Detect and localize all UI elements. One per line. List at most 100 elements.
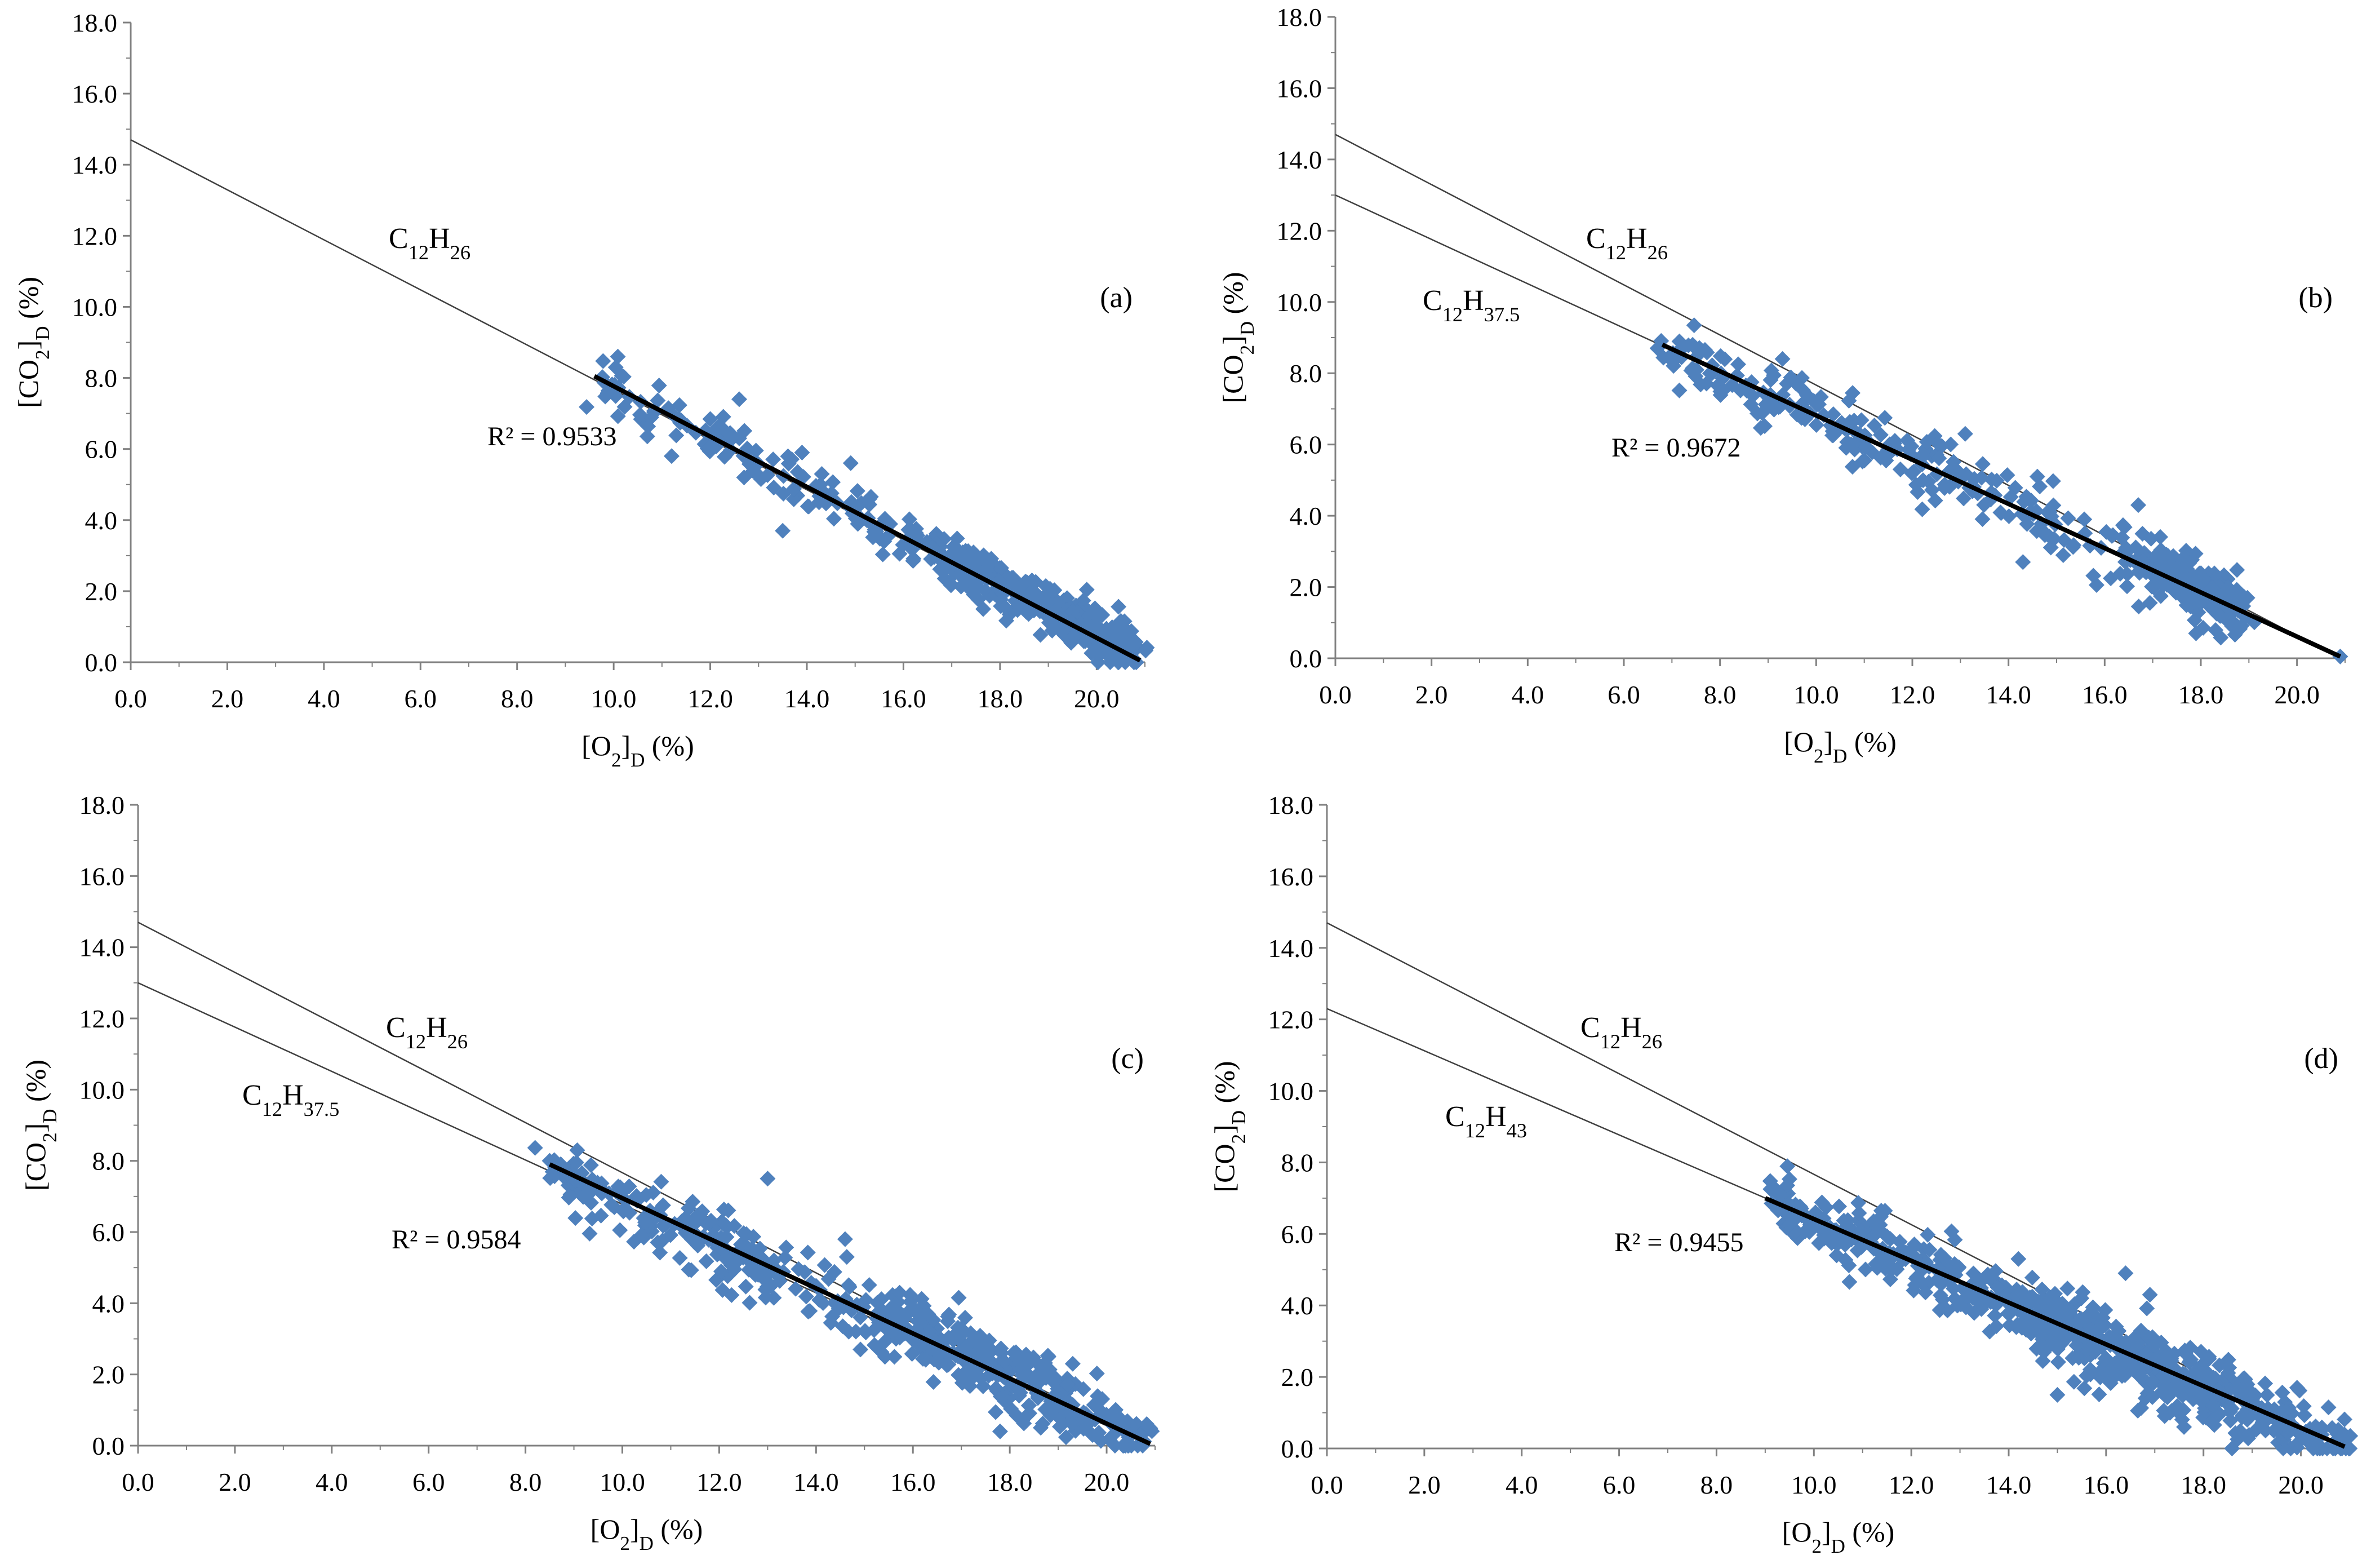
panel-label: (d) <box>2304 1043 2338 1075</box>
scatter-point <box>1056 627 1073 644</box>
scatter-point <box>2108 1318 2124 1335</box>
scatter-point <box>1064 1416 1081 1433</box>
y-tick-label: 0.0 <box>1290 644 1322 673</box>
scatter-point <box>2144 1389 2161 1405</box>
scatter-point <box>1139 1416 1155 1432</box>
scatter-point <box>2221 612 2237 628</box>
x-tick-label: 12.0 <box>1889 1470 1934 1499</box>
scatter-point <box>2075 1284 2091 1300</box>
scatter-point <box>1730 356 1747 373</box>
x-tick-label: 20.0 <box>1074 684 1120 713</box>
scatter-point <box>811 1292 828 1308</box>
scatter-point <box>800 1304 816 1320</box>
scatter-point <box>1914 447 1930 463</box>
scatter-point <box>1752 420 1769 436</box>
y-tick-label: 6.0 <box>1281 1220 1314 1248</box>
scatter-point <box>2028 523 2045 539</box>
scatter-point <box>677 1210 694 1226</box>
scatter-point <box>1011 1388 1027 1404</box>
scatter-point <box>1010 1353 1027 1369</box>
scatter-point <box>998 613 1014 629</box>
scatter-point <box>794 444 810 460</box>
scatter-point <box>1671 382 1688 398</box>
scatter-point <box>1851 1205 1867 1221</box>
scatter-point <box>527 1140 543 1156</box>
y-tick-label: 14.0 <box>1268 934 1314 963</box>
scatter-point <box>1915 472 1931 489</box>
scatter-point <box>1972 1274 1988 1290</box>
scatter-point <box>2010 1251 2027 1267</box>
x-tick-label: 20.0 <box>1084 1468 1130 1496</box>
scatter-point <box>2163 1383 2179 1399</box>
scatter-point <box>2259 1387 2275 1403</box>
x-tick-label: 6.0 <box>405 684 437 713</box>
scatter-point <box>1066 628 1082 645</box>
scatter-point <box>1111 599 1127 615</box>
x-tick-label: 0.0 <box>1319 680 1352 709</box>
scatter-point <box>1943 1223 1960 1239</box>
scatter-point <box>997 599 1014 615</box>
scatter-point <box>1872 427 1889 443</box>
x-tick-label: 20.0 <box>2274 680 2320 709</box>
scatter-point <box>1782 1216 1798 1233</box>
x-tick-label: 18.0 <box>2178 680 2224 709</box>
scatter-point <box>758 1282 774 1298</box>
scatter-point <box>1828 1247 1845 1264</box>
scatter-point <box>615 369 632 385</box>
scatter-point <box>650 392 666 409</box>
scatter-point <box>1841 1257 1857 1274</box>
scatter-point <box>2060 510 2076 526</box>
scatter-point <box>1931 450 1947 467</box>
scatter-point <box>941 1306 957 1323</box>
scatter-point <box>713 1263 729 1279</box>
y-tick-label: 8.0 <box>1290 359 1322 388</box>
scatter-point <box>1877 410 1893 426</box>
scatter-point <box>2229 562 2245 578</box>
scatter-point <box>800 498 816 515</box>
scatter-point <box>2289 1380 2305 1396</box>
scatter-point <box>2222 1412 2239 1429</box>
scatter-point <box>1044 622 1060 639</box>
x-axis-label: [O2]D (%) <box>590 1513 703 1554</box>
scatter-point <box>800 1244 816 1261</box>
scatter-point <box>2206 565 2223 582</box>
scatter-point <box>2076 1380 2093 1397</box>
scatter-point <box>2034 1281 2050 1297</box>
scatter-point <box>610 408 626 424</box>
y-tick-label: 10.0 <box>79 1075 125 1104</box>
linear-trendline <box>1764 1196 2346 1449</box>
scatter-point <box>2220 1352 2236 1368</box>
scatter-point <box>874 546 891 562</box>
scatter-point <box>1089 1365 1105 1381</box>
x-axis-label: [O2]D (%) <box>1784 726 1897 767</box>
scatter-point <box>1138 643 1154 659</box>
scatter-point <box>838 1249 855 1265</box>
scatter-point <box>1966 1305 1982 1321</box>
scatter-point <box>760 1171 776 1187</box>
scatter-point <box>1032 627 1049 643</box>
x-tick-label: 10.0 <box>600 1468 645 1496</box>
scatter-point <box>637 1214 653 1230</box>
x-tick-label: 8.0 <box>1704 680 1737 709</box>
scatter-point <box>733 1237 749 1253</box>
scatter-point <box>569 1142 585 1158</box>
scatter-point <box>633 1227 650 1243</box>
scatter-point <box>1805 393 1822 409</box>
scatter-point <box>2029 468 2045 485</box>
scatter-point <box>2188 625 2204 641</box>
x-tick-label: 16.0 <box>890 1468 936 1496</box>
scatter-point <box>1098 1406 1114 1423</box>
scatter-point <box>2091 1386 2107 1402</box>
scatter-point <box>1086 1397 1102 1413</box>
scatter-point <box>714 1282 731 1298</box>
scatter-point <box>812 477 829 493</box>
scatter-point <box>638 1187 654 1203</box>
scatter-point <box>765 451 782 468</box>
scatter-point <box>917 1352 934 1368</box>
scatter-point <box>1763 362 1779 379</box>
scatter-point <box>1064 1355 1081 1372</box>
scatter-point <box>1841 1274 1858 1290</box>
r-squared-label: R² = 0.9584 <box>392 1225 521 1255</box>
scatter-point <box>715 409 731 425</box>
y-tick-label: 4.0 <box>92 1289 125 1318</box>
